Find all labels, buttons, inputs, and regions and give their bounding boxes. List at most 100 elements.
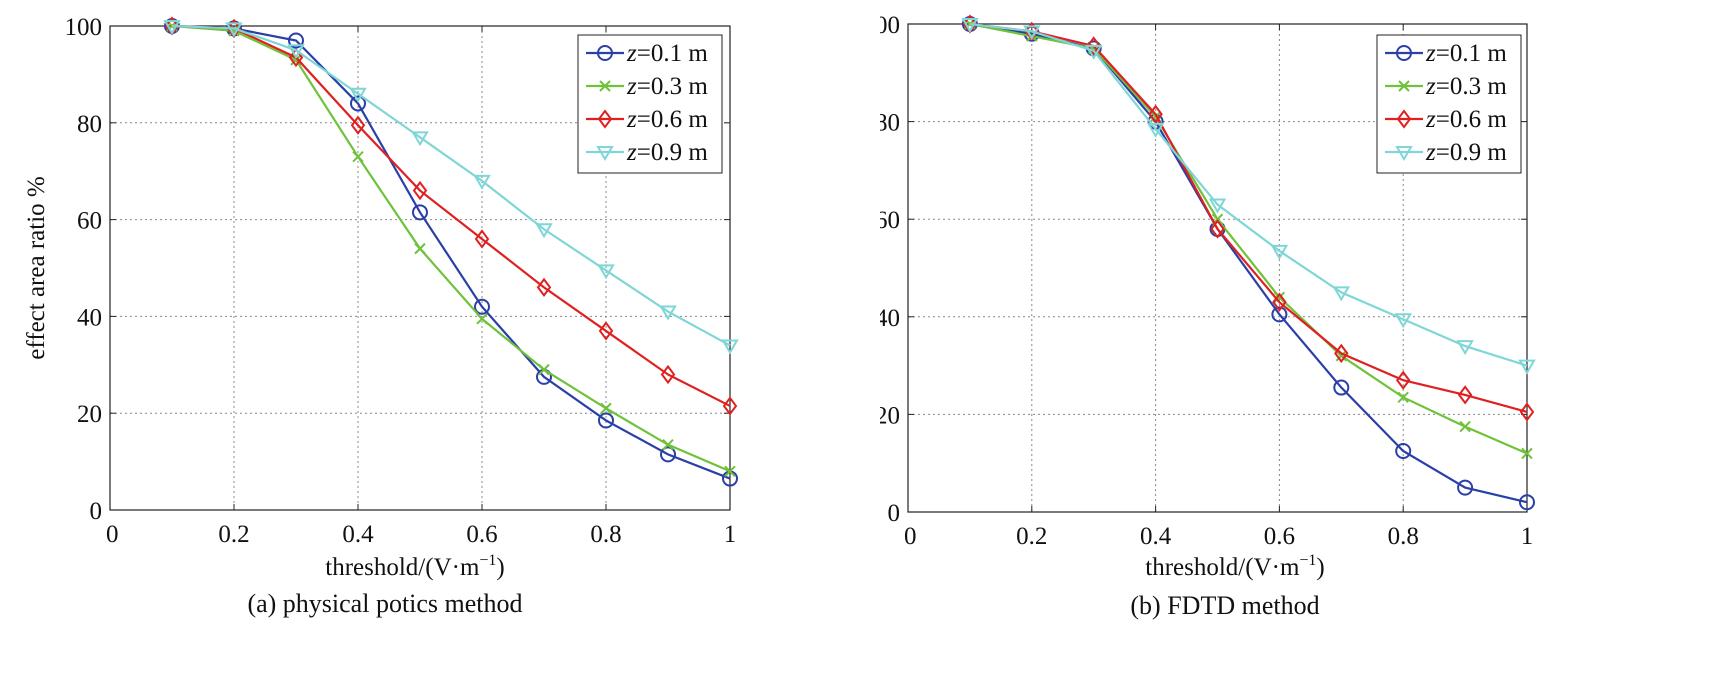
data-point bbox=[414, 242, 426, 255]
data-point bbox=[411, 131, 429, 147]
data-point bbox=[1519, 494, 1535, 511]
x-axis-label: threshold/(V·m−1) bbox=[1145, 552, 1325, 581]
legend-label: z=0.3 m bbox=[626, 73, 708, 100]
y-tick-label: 100 bbox=[65, 14, 103, 41]
x-tick-label: 0 bbox=[106, 521, 119, 548]
legend-label: z=0.1 m bbox=[1425, 40, 1507, 67]
legend-label: z=0.6 m bbox=[626, 106, 708, 133]
legend-marker bbox=[1398, 80, 1410, 92]
y-tick-label: 20 bbox=[77, 401, 102, 428]
x-axis-label: threshold/(V·m−1) bbox=[325, 552, 505, 581]
data-point bbox=[721, 339, 739, 355]
legend-box bbox=[1376, 34, 1522, 174]
data-point bbox=[600, 402, 612, 415]
data-point bbox=[288, 32, 304, 49]
data-point bbox=[1519, 402, 1535, 422]
legend-label: z=0.9 m bbox=[1425, 139, 1507, 166]
y-tick-label: 0 bbox=[90, 498, 103, 525]
series-3 bbox=[962, 14, 1535, 422]
data-point bbox=[1395, 443, 1412, 459]
legend-marker bbox=[1395, 146, 1413, 161]
data-point bbox=[287, 44, 305, 60]
y-tick-label: 20 bbox=[880, 402, 900, 429]
x-tick-label: 0.4 bbox=[342, 521, 374, 548]
data-point bbox=[1333, 379, 1350, 396]
x-tick-label: 1 bbox=[1521, 523, 1534, 550]
data-point bbox=[1459, 420, 1471, 433]
series-line bbox=[969, 22, 1528, 367]
data-point bbox=[1456, 340, 1474, 356]
legend-label: z=0.6 m bbox=[1425, 106, 1507, 133]
x-tick-label: 0 bbox=[904, 523, 917, 550]
data-point bbox=[1271, 306, 1288, 323]
plot-frame bbox=[907, 23, 1528, 513]
data-point bbox=[1518, 359, 1536, 375]
x-tick-label: 0.4 bbox=[1140, 523, 1172, 550]
legend-marker bbox=[1396, 109, 1412, 129]
y-tick-label: 60 bbox=[880, 207, 900, 234]
series-1 bbox=[164, 18, 738, 487]
data-point bbox=[350, 115, 366, 135]
x-tick-label: 0.8 bbox=[1388, 523, 1419, 550]
data-point bbox=[724, 465, 736, 477]
x-tick-label: 0.2 bbox=[218, 521, 249, 548]
data-point bbox=[476, 313, 488, 325]
data-point bbox=[1395, 370, 1411, 390]
x-tick-label: 1 bbox=[724, 521, 737, 548]
data-point bbox=[350, 95, 366, 112]
data-point bbox=[1457, 385, 1473, 405]
legend-marker bbox=[596, 146, 614, 161]
y-tick-label: 100 bbox=[880, 12, 900, 39]
data-point bbox=[598, 412, 614, 429]
legend-marker bbox=[597, 45, 613, 61]
data-point bbox=[1394, 313, 1412, 329]
data-point bbox=[659, 305, 677, 321]
legend-label: z=0.3 m bbox=[1425, 73, 1507, 100]
data-point bbox=[474, 229, 490, 249]
y-tick-label: 40 bbox=[880, 305, 900, 332]
data-point bbox=[288, 47, 304, 68]
series-line bbox=[171, 24, 731, 480]
series-4 bbox=[163, 20, 739, 355]
data-point bbox=[722, 396, 738, 416]
y-tick-label: 80 bbox=[880, 110, 900, 137]
chart-panel-b: 0 0.2 0.4 0.6 0.8 1 0 20 40 60 80 100 z=0.1 m z=0.3 m… bbox=[880, 0, 1709, 694]
data-point bbox=[1270, 244, 1289, 260]
data-point bbox=[1272, 292, 1287, 312]
y-tick-label: 40 bbox=[77, 304, 102, 331]
data-point bbox=[163, 20, 181, 35]
series-line bbox=[171, 24, 731, 407]
legend-box bbox=[577, 34, 723, 174]
chart-panel-a: 0 0.2 0.4 0.6 0.8 1 0 20 40 60 80 100 z=0.1 m z=0.3 m… bbox=[0, 0, 840, 694]
data-point bbox=[1208, 198, 1227, 214]
data-point bbox=[1332, 286, 1351, 302]
data-point bbox=[1335, 350, 1348, 362]
data-point bbox=[597, 264, 615, 280]
legend-label: z=0.1 m bbox=[626, 40, 708, 67]
data-point bbox=[662, 438, 674, 451]
data-point bbox=[660, 364, 676, 385]
series-line bbox=[171, 24, 731, 347]
data-point bbox=[1086, 36, 1101, 56]
series-line bbox=[969, 22, 1528, 455]
data-point bbox=[535, 223, 553, 239]
x-tick-label: 0.6 bbox=[1264, 523, 1295, 550]
y-tick-label: 80 bbox=[77, 111, 102, 138]
data-point bbox=[1210, 219, 1225, 239]
data-point bbox=[1521, 447, 1533, 460]
data-point bbox=[1334, 343, 1349, 364]
data-point bbox=[225, 22, 243, 38]
series-line bbox=[171, 24, 731, 473]
legend-label: z=0.9 m bbox=[626, 139, 708, 166]
data-point bbox=[536, 277, 552, 298]
data-point bbox=[473, 174, 491, 190]
data-point bbox=[474, 298, 490, 315]
legend-marker bbox=[597, 109, 613, 129]
legend: z=0.1 m z=0.3 m z=0.6 m z=0.9 m bbox=[577, 34, 723, 174]
series-3 bbox=[164, 16, 738, 416]
plot-frame bbox=[109, 25, 731, 511]
data-point bbox=[1023, 25, 1041, 41]
data-point bbox=[1457, 479, 1474, 496]
x-tick-label: 0.8 bbox=[590, 521, 621, 548]
legend-marker bbox=[1396, 45, 1412, 61]
